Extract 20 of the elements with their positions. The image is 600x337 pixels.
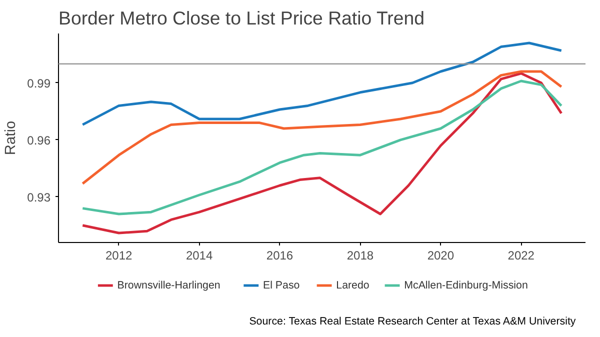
- x-tick-label: 2018: [346, 248, 374, 262]
- legend-label: El Paso: [262, 280, 300, 292]
- line-series: [81, 80, 563, 216]
- y-axis-title: Ratio: [3, 120, 20, 156]
- x-tick-label: 2016: [266, 248, 294, 262]
- line-series: [81, 72, 563, 234]
- legend-label: McAllen-Edinburg-Mission: [404, 280, 528, 292]
- y-tick-label: 0.93: [27, 190, 51, 204]
- x-tick-label: 2020: [427, 248, 454, 262]
- x-tick-label: 2012: [105, 248, 133, 262]
- line-series: [81, 70, 563, 185]
- line-series: [81, 42, 563, 126]
- chart-title: Border Metro Close to List Price Ratio Trend: [58, 8, 425, 28]
- x-tick-label: 2014: [186, 248, 213, 262]
- y-tick-label: 0.99: [27, 76, 51, 90]
- y-tick-label: 0.96: [27, 133, 51, 148]
- x-tick-label: 2022: [508, 248, 535, 262]
- source-note: Source: Texas Real Estate Research Center at Texas A&M University: [249, 316, 576, 328]
- legend-label: Laredo: [336, 280, 370, 292]
- legend-label: Brownsville-Harlingen: [117, 280, 220, 292]
